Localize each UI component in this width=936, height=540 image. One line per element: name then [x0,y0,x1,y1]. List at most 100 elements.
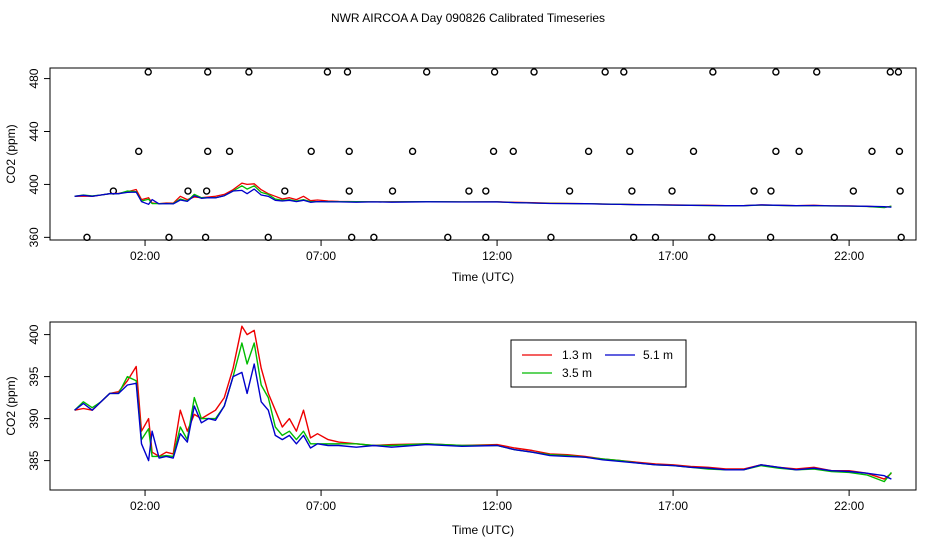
calibration-point [750,187,758,195]
legend-label-5.1m: 5.1 m [643,348,673,362]
calibration-point [482,233,490,242]
calibration-point [896,187,904,195]
top-y-tick-label: 440 [27,121,41,141]
bottom-panel: 02:00 07:00 12:00 17:00 22:00 385 390 395 400 T… [4,321,917,537]
top-x-axis-label: Time (UTC) [452,270,514,284]
bottom-plot-frame [49,321,917,491]
calibration-point [345,187,353,195]
calibration-point [849,187,858,195]
calibration-point [897,233,905,242]
top-y-tick-label: 360 [27,227,41,247]
calibration-point [629,233,638,242]
series-line-1.3m [74,325,892,480]
calibration-point [347,233,356,242]
calibration-point [772,68,780,76]
calibration-point [465,187,473,195]
calibration-point [895,147,904,156]
top-x-tick-label: 17:00 [658,249,688,263]
calibration-point [184,187,192,195]
bottom-y-tick-label: 390 [27,408,41,428]
top-y-axis: 360 400 440 480 [27,68,50,247]
calibration-point [444,233,452,242]
calibration-point [628,187,636,195]
calibration-point [709,68,717,76]
calibration-point [307,147,315,156]
calibration-point [767,187,775,195]
bottom-x-tick-label: 02:00 [130,499,160,513]
calibration-point [668,187,676,195]
calibration-point [565,187,574,195]
top-series-lines [74,182,892,209]
calibration-point [620,68,628,76]
calibration-point [766,233,775,242]
bottom-x-axis: 02:00 07:00 12:00 17:00 22:00 [130,490,864,513]
calibration-point [343,68,352,76]
calibration-point [422,68,431,76]
top-x-axis: 02:00 07:00 12:00 17:00 22:00 [130,240,864,263]
calibration-point [813,68,821,76]
calibration-point [547,233,555,242]
calibration-point [135,147,143,156]
calibration-point [689,147,698,156]
top-series-line-5.1m [74,188,892,208]
calibration-point [202,187,211,195]
calibration-point [795,147,803,156]
bottom-x-tick-label: 17:00 [658,499,688,513]
calibration-point [165,233,173,242]
bottom-y-tick-label: 400 [27,324,41,344]
bottom-y-tick-label: 385 [27,450,41,470]
calibration-point [868,147,876,156]
legend-box [510,339,687,388]
calibration-point [204,147,212,156]
calibration-point [601,68,609,76]
legend-label-1.3m: 1.3 m [562,348,592,362]
top-x-tick-label: 22:00 [834,249,864,263]
calibration-point [772,147,780,156]
top-y-axis-label: CO2 (ppm) [4,124,18,183]
calibration-point [370,233,378,242]
calibration-point [584,147,593,156]
calibration-point [225,147,234,156]
calibration-point [388,187,397,195]
bottom-x-tick-label: 22:00 [834,499,864,513]
bottom-x-tick-label: 12:00 [482,499,512,513]
calibration-point [323,68,332,76]
calibration-point [509,147,517,156]
calibration-point [144,68,152,76]
calibration-point [482,187,490,195]
calibration-point [245,68,253,76]
calibration-point [264,233,272,242]
calibration-point [83,233,91,242]
bottom-x-axis-label: Time (UTC) [452,523,514,537]
calibration-point [886,68,895,76]
bottom-y-tick-label: 395 [27,366,41,386]
top-x-tick-label: 07:00 [306,249,336,263]
top-panel: 02:00 07:00 12:00 17:00 22:00 360 400 440 480 T… [4,67,917,284]
calibration-point [408,147,417,156]
top-x-tick-label: 12:00 [482,249,512,263]
calibration-point [830,233,839,242]
calibration-point [626,147,634,156]
bottom-x-tick-label: 07:00 [306,499,336,513]
figure-title: NWR AIRCOA A Day 090826 Calibrated Times… [331,11,605,25]
calibration-point [490,68,499,76]
calibration-point [345,147,353,156]
top-calibration-points [83,68,905,242]
calibration-point [894,68,903,76]
calibration-point [201,233,210,242]
calibration-point [489,147,498,156]
series-line-5.1m [74,363,892,480]
bottom-y-axis: 385 390 395 400 [27,324,50,471]
legend: 1.3 m 3.5 m 5.1 m [510,339,687,388]
bottom-series-lines [74,325,892,483]
calibration-point [530,68,538,76]
top-plot-frame [49,67,917,241]
top-y-tick-label: 400 [27,174,41,194]
calibration-point [708,233,716,242]
calibration-point [204,68,212,76]
top-x-tick-label: 02:00 [130,249,160,263]
legend-label-3.5m: 3.5 m [562,366,592,380]
bottom-y-axis-label: CO2 (ppm) [4,376,18,435]
calibration-point [651,233,660,242]
